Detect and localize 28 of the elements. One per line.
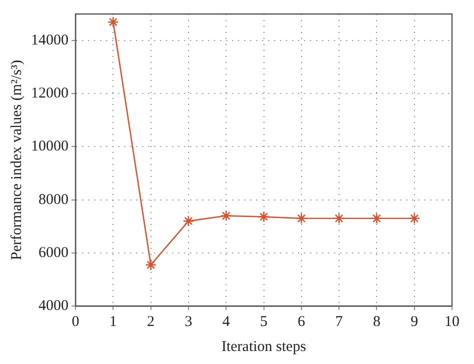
y-tick-label: 6000 <box>38 244 68 261</box>
point <box>108 16 119 28</box>
point <box>296 212 308 224</box>
y-tick-label: 10000 <box>31 138 68 155</box>
y-tick-label: 12000 <box>31 86 68 102</box>
x-tick-label: 0 <box>72 314 80 330</box>
x-tick-label: 7 <box>335 314 344 330</box>
y-tick-label: 8000 <box>38 192 68 208</box>
x-axis-title: Iteration steps <box>221 338 306 355</box>
point <box>220 210 232 222</box>
point <box>371 212 382 224</box>
x-tick-label: 10 <box>444 314 460 330</box>
point <box>258 211 270 222</box>
x-tick-label: 4 <box>222 314 230 330</box>
x-tick-label: 3 <box>184 314 192 330</box>
y-tick-label: 14000 <box>31 32 68 48</box>
point <box>408 212 420 224</box>
x-tick-label: 6 <box>298 314 306 330</box>
x-tick-label: 8 <box>372 314 380 330</box>
x-tick-label: 9 <box>410 314 418 330</box>
point <box>333 212 345 224</box>
x-tick-label: 2 <box>147 314 155 330</box>
x-tick-label: 5 <box>260 314 268 330</box>
y-tick-label: 4000 <box>38 298 68 314</box>
x-tick-label: 1 <box>109 314 117 330</box>
point <box>182 215 194 227</box>
point <box>145 259 156 271</box>
y-axis-title: Performance index values (m²/s³) <box>8 60 25 260</box>
